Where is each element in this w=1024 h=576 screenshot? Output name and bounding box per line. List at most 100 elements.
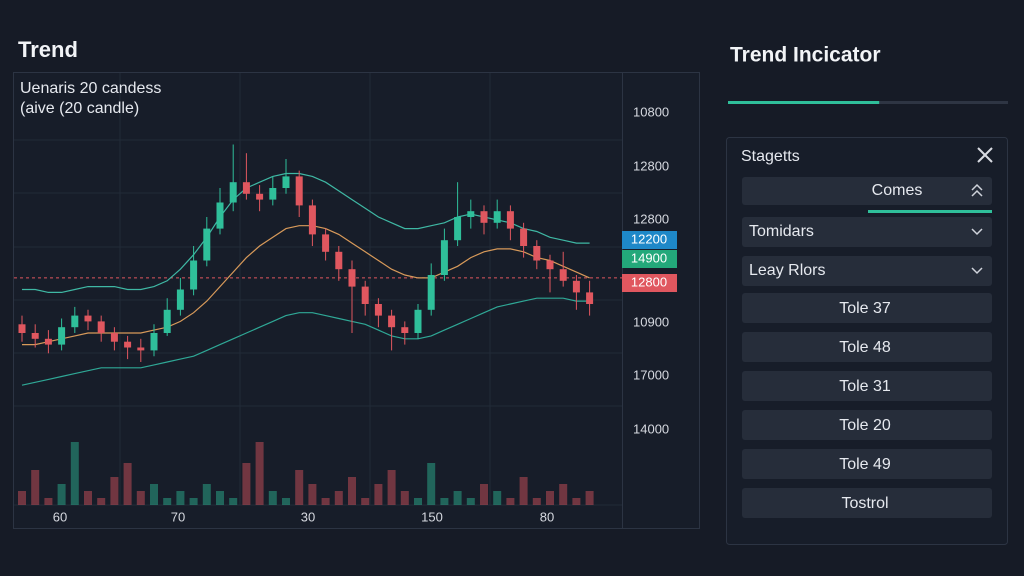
candle-body (18, 324, 26, 333)
volume-bar (374, 484, 383, 505)
chevron (971, 228, 983, 236)
y-axis-label: 10800 (633, 104, 669, 119)
volume-bar (585, 491, 594, 505)
list-item-label: Tole 48 (839, 339, 891, 356)
volume-bar (559, 484, 568, 505)
volume-bar (18, 491, 26, 505)
volume-bar (31, 470, 40, 505)
volume-bar (440, 498, 449, 505)
volume-bar (480, 484, 488, 505)
list-item-label: Tole 49 (839, 456, 891, 473)
volume-bar (84, 491, 92, 505)
x-axis-label: 60 (53, 509, 67, 524)
candle-body (533, 246, 541, 261)
candle-body (440, 240, 448, 275)
candle-body (110, 333, 118, 342)
volume-bar (136, 491, 145, 505)
volume-bar (70, 442, 79, 505)
volume-bar (282, 498, 290, 505)
candle-body (44, 338, 52, 345)
candle-body (137, 347, 145, 351)
volume-bar (414, 498, 422, 505)
volume-bar (295, 470, 304, 505)
volume-bar (334, 491, 343, 505)
dropdown-label: Tomidars (749, 223, 814, 240)
volume-bar (308, 484, 317, 505)
candle-body (282, 176, 290, 188)
candle-body (203, 228, 211, 261)
candle-body (467, 211, 475, 217)
candle-body (572, 280, 580, 293)
page-title: Trend (18, 37, 78, 62)
volume-bar (466, 498, 475, 505)
volume-bar (427, 463, 436, 505)
list-item[interactable] (742, 449, 992, 479)
dropdown[interactable] (742, 217, 992, 247)
candle-body (256, 193, 264, 200)
list-item[interactable] (742, 488, 992, 518)
x-axis-label: 150 (421, 509, 443, 524)
list-item[interactable] (742, 410, 992, 440)
grid (14, 73, 622, 506)
candle-body (190, 260, 198, 290)
volume-bar (572, 498, 581, 505)
price-badge (622, 231, 677, 249)
candle-body (229, 182, 237, 203)
volume-bar (387, 470, 396, 505)
candle-body (414, 309, 422, 333)
volume-bar (361, 498, 370, 505)
volume-bar (321, 498, 330, 505)
volume-bar (242, 463, 251, 505)
volume-bar (150, 484, 158, 505)
y-axis-label: 12800 (633, 211, 669, 226)
candle-body (427, 275, 435, 310)
price-badge (622, 274, 677, 292)
volume-bar (268, 491, 277, 505)
list-item-label: Tole 37 (839, 300, 891, 317)
candle-body (374, 304, 382, 316)
candle-body (454, 217, 462, 241)
candle-body (335, 251, 343, 270)
price-badge-label: 12800 (631, 274, 667, 289)
close-button[interactable] (977, 147, 993, 163)
candle-body (388, 315, 396, 328)
candle-body (124, 341, 132, 348)
list-item[interactable] (742, 332, 992, 362)
candle-body (559, 269, 567, 281)
volume-bar (44, 498, 53, 505)
x-axis-label: 80 (540, 509, 554, 524)
candle-body (84, 315, 92, 322)
candle-body (308, 205, 316, 235)
volume-bar (189, 498, 198, 505)
volume-bar (123, 463, 132, 505)
volume-bar (176, 491, 185, 505)
volume-bar (453, 491, 462, 505)
selected-label: Comes (872, 182, 923, 199)
candle-body (242, 182, 250, 194)
volume-bar (400, 491, 409, 505)
volume-bar (216, 491, 224, 505)
candle-body (322, 234, 330, 252)
list-item[interactable] (742, 293, 992, 323)
x-axis-label: 70 (171, 509, 185, 524)
selected-row[interactable] (742, 177, 992, 205)
dropdown[interactable] (742, 256, 992, 286)
candle-body (401, 327, 409, 333)
x-axis-label: 30 (301, 509, 315, 524)
candle-body (361, 286, 369, 304)
list-item[interactable] (742, 371, 992, 401)
price-badge-label: 12200 (631, 231, 667, 246)
candle-body (216, 202, 224, 229)
volume-bar (546, 491, 554, 505)
candle-body (176, 289, 184, 310)
chevron (971, 267, 983, 275)
list-item-label: Tole 20 (839, 417, 891, 434)
volume-bar (348, 477, 356, 505)
volume-bar (229, 498, 238, 505)
candle-body (58, 327, 66, 345)
volume-bar (255, 442, 264, 505)
candle-body (546, 260, 554, 270)
list-item-label: Tole 31 (839, 378, 891, 395)
candle-body (150, 333, 158, 351)
